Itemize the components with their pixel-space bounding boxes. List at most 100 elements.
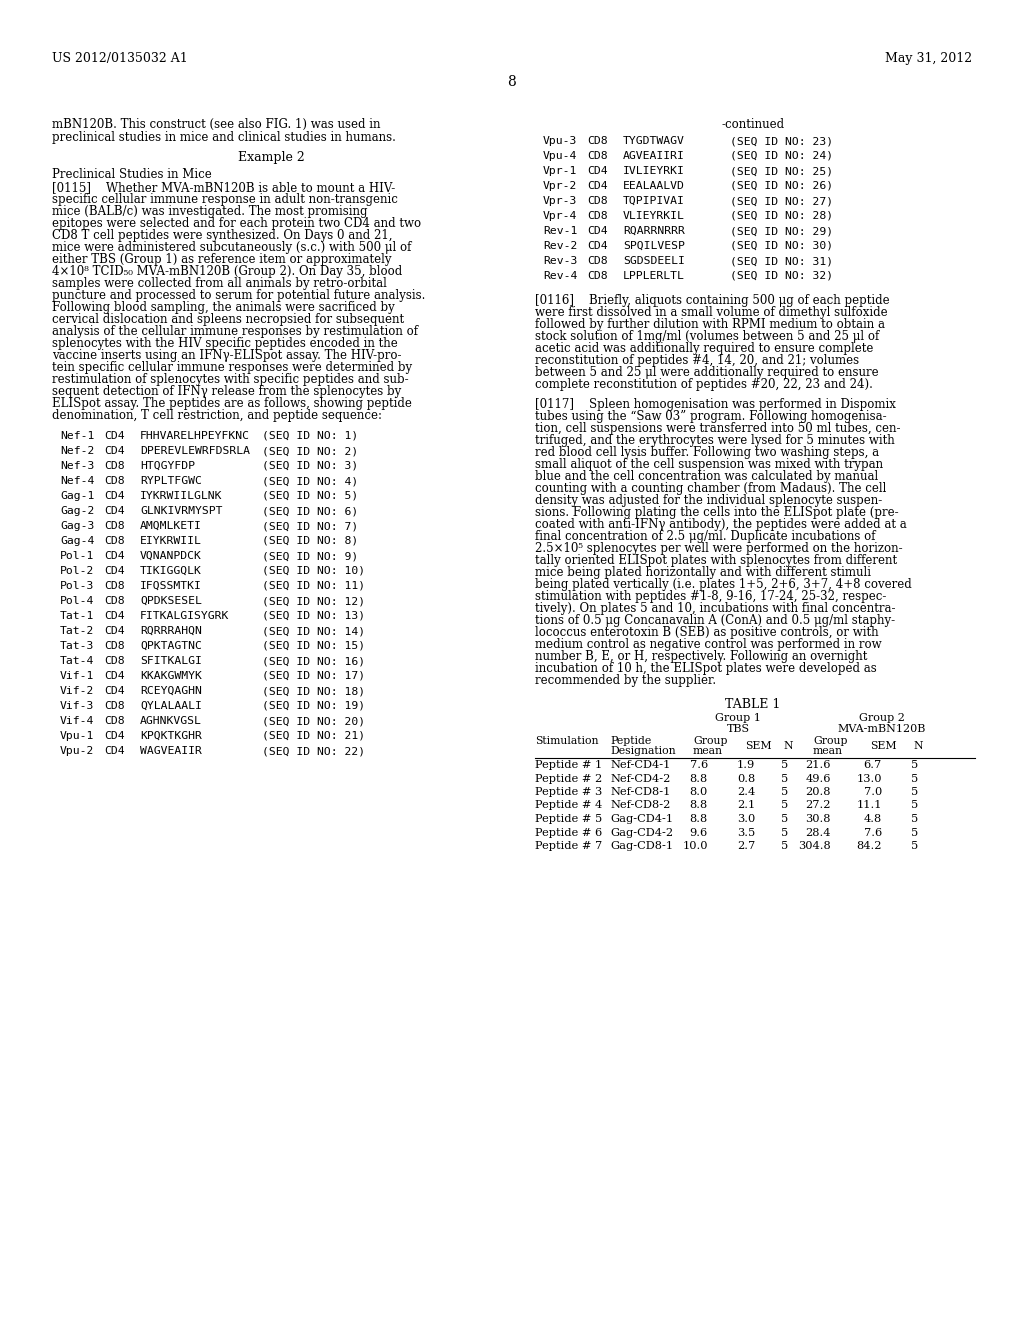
- Text: DPEREVLEWRFDSRLA: DPEREVLEWRFDSRLA: [140, 446, 250, 455]
- Text: trifuged, and the erythrocytes were lysed for 5 minutes with: trifuged, and the erythrocytes were lyse…: [535, 434, 895, 447]
- Text: sions. Following plating the cells into the ELISpot plate (pre-: sions. Following plating the cells into …: [535, 506, 899, 519]
- Text: Rev-1: Rev-1: [543, 226, 578, 236]
- Text: Rev-4: Rev-4: [543, 271, 578, 281]
- Text: Nef-3: Nef-3: [60, 461, 94, 471]
- Text: analysis of the cellular immune responses by restimulation of: analysis of the cellular immune response…: [52, 325, 418, 338]
- Text: CD4: CD4: [104, 611, 125, 620]
- Text: 20.8: 20.8: [806, 787, 831, 797]
- Text: 8.0: 8.0: [690, 787, 708, 797]
- Text: coated with anti-IFNγ antibody), the peptides were added at a: coated with anti-IFNγ antibody), the pep…: [535, 517, 906, 531]
- Text: between 5 and 25 μl were additionally required to ensure: between 5 and 25 μl were additionally re…: [535, 366, 879, 379]
- Text: 27.2: 27.2: [806, 800, 831, 810]
- Text: 6.7: 6.7: [864, 760, 882, 770]
- Text: Gag-CD4-1: Gag-CD4-1: [610, 814, 673, 824]
- Text: Pol-3: Pol-3: [60, 581, 94, 591]
- Text: tubes using the “Saw 03” program. Following homogenisa-: tubes using the “Saw 03” program. Follow…: [535, 411, 887, 422]
- Text: Preclinical Studies in Mice: Preclinical Studies in Mice: [52, 168, 212, 181]
- Text: CD4: CD4: [104, 432, 125, 441]
- Text: Vpu-2: Vpu-2: [60, 746, 94, 756]
- Text: CD8: CD8: [104, 521, 125, 531]
- Text: Tat-1: Tat-1: [60, 611, 94, 620]
- Text: (SEQ ID NO: 17): (SEQ ID NO: 17): [262, 671, 366, 681]
- Text: Group 1: Group 1: [715, 713, 761, 723]
- Text: incubation of 10 h, the ELISpot plates were developed as: incubation of 10 h, the ELISpot plates w…: [535, 663, 877, 675]
- Text: mice were administered subcutaneously (s.c.) with 500 μl of: mice were administered subcutaneously (s…: [52, 242, 412, 253]
- Text: CD8: CD8: [104, 461, 125, 471]
- Text: (SEQ ID NO: 11): (SEQ ID NO: 11): [262, 581, 366, 591]
- Text: red blood cell lysis buffer. Following two washing steps, a: red blood cell lysis buffer. Following t…: [535, 446, 880, 459]
- Text: Group: Group: [813, 737, 848, 746]
- Text: mice being plated horizontally and with different stimuli: mice being plated horizontally and with …: [535, 566, 871, 579]
- Text: Peptide # 6: Peptide # 6: [535, 828, 602, 837]
- Text: KPQKTKGHR: KPQKTKGHR: [140, 731, 202, 741]
- Text: CD4: CD4: [104, 686, 125, 696]
- Text: RQARRNRRR: RQARRNRRR: [623, 226, 685, 236]
- Text: mice (BALB/c) was investigated. The most promising: mice (BALB/c) was investigated. The most…: [52, 205, 368, 218]
- Text: (SEQ ID NO: 1): (SEQ ID NO: 1): [262, 432, 358, 441]
- Text: AGHNKVGSL: AGHNKVGSL: [140, 715, 202, 726]
- Text: CD8: CD8: [104, 581, 125, 591]
- Text: RQRRRAHQN: RQRRRAHQN: [140, 626, 202, 636]
- Text: 4×10⁸ TCID₅₀ MVA-mBN120B (Group 2). On Day 35, blood: 4×10⁸ TCID₅₀ MVA-mBN120B (Group 2). On D…: [52, 265, 402, 279]
- Text: tions of 0.5 μg Concanavalin A (ConA) and 0.5 μg/ml staphy-: tions of 0.5 μg Concanavalin A (ConA) an…: [535, 614, 895, 627]
- Text: (SEQ ID NO: 31): (SEQ ID NO: 31): [730, 256, 834, 267]
- Text: final concentration of 2.5 μg/ml. Duplicate incubations of: final concentration of 2.5 μg/ml. Duplic…: [535, 531, 876, 543]
- Text: 11.1: 11.1: [856, 800, 882, 810]
- Text: Peptide # 5: Peptide # 5: [535, 814, 602, 824]
- Text: denomination, T cell restriction, and peptide sequence:: denomination, T cell restriction, and pe…: [52, 409, 382, 422]
- Text: 5: 5: [780, 814, 788, 824]
- Text: Vpu-1: Vpu-1: [60, 731, 94, 741]
- Text: 1.9: 1.9: [736, 760, 755, 770]
- Text: Vpu-3: Vpu-3: [543, 136, 578, 147]
- Text: number B, E, or H, respectively. Following an overnight: number B, E, or H, respectively. Followi…: [535, 649, 867, 663]
- Text: Group 2: Group 2: [858, 713, 904, 723]
- Text: CD4: CD4: [587, 181, 607, 191]
- Text: Nef-4: Nef-4: [60, 477, 94, 486]
- Text: US 2012/0135032 A1: US 2012/0135032 A1: [52, 51, 187, 65]
- Text: QPDKSESEL: QPDKSESEL: [140, 597, 202, 606]
- Text: QYLALAALI: QYLALAALI: [140, 701, 202, 711]
- Text: 13.0: 13.0: [856, 774, 882, 784]
- Text: Tat-4: Tat-4: [60, 656, 94, 667]
- Text: tally oriented ELISpot plates with splenocytes from different: tally oriented ELISpot plates with splen…: [535, 554, 897, 568]
- Text: (SEQ ID NO: 27): (SEQ ID NO: 27): [730, 195, 834, 206]
- Text: Vpr-2: Vpr-2: [543, 181, 578, 191]
- Text: tively). On plates 5 and 10, incubations with final concentra-: tively). On plates 5 and 10, incubations…: [535, 602, 896, 615]
- Text: Nef-CD4-2: Nef-CD4-2: [610, 774, 671, 784]
- Text: VQNANPDCK: VQNANPDCK: [140, 550, 202, 561]
- Text: CD8: CD8: [587, 150, 607, 161]
- Text: Designation: Designation: [610, 746, 676, 756]
- Text: CD4: CD4: [104, 626, 125, 636]
- Text: (SEQ ID NO: 29): (SEQ ID NO: 29): [730, 226, 834, 236]
- Text: CD4: CD4: [104, 671, 125, 681]
- Text: [0116]    Briefly, aliquots containing 500 μg of each peptide: [0116] Briefly, aliquots containing 500 …: [535, 294, 890, 308]
- Text: mean: mean: [813, 746, 843, 756]
- Text: ELISpot assay. The peptides are as follows, showing peptide: ELISpot assay. The peptides are as follo…: [52, 397, 412, 411]
- Text: 3.5: 3.5: [736, 828, 755, 837]
- Text: Pol-4: Pol-4: [60, 597, 94, 606]
- Text: AMQMLKETI: AMQMLKETI: [140, 521, 202, 531]
- Text: SGDSDEELI: SGDSDEELI: [623, 256, 685, 267]
- Text: KKAKGWMYK: KKAKGWMYK: [140, 671, 202, 681]
- Text: 8.8: 8.8: [690, 814, 708, 824]
- Text: N: N: [913, 741, 923, 751]
- Text: -continued: -continued: [722, 117, 784, 131]
- Text: Vif-3: Vif-3: [60, 701, 94, 711]
- Text: 8: 8: [508, 75, 516, 88]
- Text: 10.0: 10.0: [683, 841, 708, 851]
- Text: CD8: CD8: [587, 256, 607, 267]
- Text: Stimulation: Stimulation: [535, 737, 598, 746]
- Text: IYKRWIILGLNK: IYKRWIILGLNK: [140, 491, 222, 502]
- Text: HTQGYFDP: HTQGYFDP: [140, 461, 195, 471]
- Text: CD8: CD8: [587, 136, 607, 147]
- Text: 2.1: 2.1: [736, 800, 755, 810]
- Text: MVA-mBN120B: MVA-mBN120B: [838, 723, 926, 734]
- Text: mBN120B. This construct (see also FIG. 1) was used in: mBN120B. This construct (see also FIG. 1…: [52, 117, 381, 131]
- Text: May 31, 2012: May 31, 2012: [885, 51, 972, 65]
- Text: CD4: CD4: [104, 550, 125, 561]
- Text: Vpr-1: Vpr-1: [543, 166, 578, 176]
- Text: 5: 5: [780, 774, 788, 784]
- Text: CD4: CD4: [587, 226, 607, 236]
- Text: restimulation of splenocytes with specific peptides and sub-: restimulation of splenocytes with specif…: [52, 374, 409, 385]
- Text: Pol-2: Pol-2: [60, 566, 94, 576]
